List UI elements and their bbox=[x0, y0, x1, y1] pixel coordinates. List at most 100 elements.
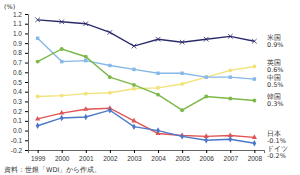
y-axis: 1.21.11.00.90.80.70.60.50.40.30.20.10.0-… bbox=[11, 11, 29, 154]
x-axis: 1999200020012002200320042005200620072008 bbox=[29, 150, 265, 162]
end-labels: 米国0.9%英国0.6%中国0.5%韓国0.3%日本-0.1%ドイツ-0.2% bbox=[267, 34, 288, 161]
x-tick-mark bbox=[86, 150, 87, 153]
series-marker bbox=[204, 137, 208, 143]
series-marker bbox=[108, 30, 113, 35]
x-tick-label: 2004 bbox=[151, 155, 166, 162]
y-tick-label: 0.2 bbox=[13, 108, 22, 115]
series-marker bbox=[60, 115, 64, 121]
series-marker bbox=[131, 118, 136, 123]
source: 資料：世銀「WDI」から作成。 bbox=[4, 166, 101, 174]
series-marker bbox=[156, 127, 160, 133]
x-tick-mark bbox=[110, 150, 111, 153]
y-tick-mark bbox=[25, 43, 28, 44]
y-tick-label: -0.2 bbox=[11, 147, 23, 154]
series-marker bbox=[36, 37, 39, 40]
y-tick: 1.1 bbox=[13, 20, 28, 27]
y-tick: 0.4 bbox=[13, 88, 28, 95]
x-tick: 2008 bbox=[248, 150, 263, 162]
series-marker bbox=[36, 122, 40, 128]
y-tick-mark bbox=[25, 53, 28, 54]
x-tick-label: 2008 bbox=[248, 155, 263, 162]
series-marker bbox=[59, 110, 64, 115]
series-label: 韓国0.3% bbox=[267, 93, 284, 109]
series-marker bbox=[132, 123, 136, 129]
series-end-value: 0.9% bbox=[267, 41, 284, 49]
series-marker bbox=[60, 60, 63, 63]
series-marker bbox=[84, 92, 88, 96]
y-tick-mark bbox=[25, 33, 28, 34]
series-line bbox=[38, 110, 255, 143]
series-marker bbox=[132, 44, 137, 49]
x-tick-label: 2002 bbox=[103, 155, 118, 162]
y-tick-label: 0.1 bbox=[13, 117, 22, 124]
series-marker bbox=[229, 75, 232, 78]
x-tick-mark bbox=[38, 150, 39, 153]
series-marker bbox=[228, 136, 232, 142]
series-marker bbox=[252, 65, 256, 69]
x-tick-mark bbox=[182, 150, 183, 153]
series-marker bbox=[156, 86, 160, 90]
series-marker bbox=[108, 75, 112, 79]
x-tick-mark bbox=[134, 150, 135, 153]
y-tick-label: 0.5 bbox=[13, 79, 22, 86]
series-marker bbox=[252, 99, 256, 103]
series-marker bbox=[84, 55, 88, 59]
y-tick-label: 1.1 bbox=[13, 20, 22, 27]
series-marker bbox=[108, 91, 112, 95]
chart: 1.21.11.00.90.80.70.60.50.40.30.20.10.0-… bbox=[0, 0, 300, 175]
series-marker bbox=[180, 133, 184, 139]
y-tick-mark bbox=[25, 92, 28, 93]
series-marker bbox=[35, 17, 40, 22]
series-marker bbox=[228, 68, 232, 72]
y-tick: -0.2 bbox=[11, 147, 28, 154]
y-tick-mark bbox=[25, 140, 28, 141]
x-tick: 2006 bbox=[199, 150, 214, 162]
series-end-value: -0.2% bbox=[267, 152, 286, 160]
y-axis-title: (%) bbox=[4, 3, 15, 11]
x-tick-label: 2006 bbox=[199, 155, 214, 162]
y-tick: 0.5 bbox=[13, 79, 28, 86]
series-label: 英国0.6% bbox=[267, 59, 284, 74]
y-tick: 1.0 bbox=[13, 30, 28, 37]
series-label: 米国0.9% bbox=[267, 34, 284, 50]
y-tick-mark bbox=[25, 150, 28, 151]
y-tick: 0.7 bbox=[13, 59, 28, 66]
y-tick: 1.2 bbox=[13, 11, 28, 18]
x-tick-mark bbox=[62, 150, 63, 153]
series-group bbox=[35, 17, 257, 146]
series-line bbox=[38, 38, 255, 79]
series-marker bbox=[253, 140, 257, 146]
series-marker bbox=[252, 134, 257, 139]
x-tick-label: 2005 bbox=[175, 155, 190, 162]
x-tick-label: 2007 bbox=[224, 155, 239, 162]
y-tick-label: 0.6 bbox=[13, 69, 22, 76]
series-marker bbox=[204, 75, 208, 79]
series-marker bbox=[156, 37, 161, 42]
x-tick: 2002 bbox=[103, 150, 118, 162]
series-marker bbox=[252, 39, 257, 44]
series-marker bbox=[253, 77, 256, 80]
y-tick: 0.9 bbox=[13, 40, 28, 47]
series-marker bbox=[60, 47, 64, 51]
x-tick-label: 2003 bbox=[127, 155, 142, 162]
series-marker bbox=[36, 95, 40, 99]
x-tick-label: 1999 bbox=[31, 155, 46, 162]
series-marker bbox=[132, 87, 136, 91]
y-tick-label: 0.3 bbox=[13, 98, 22, 105]
series-marker bbox=[132, 83, 136, 87]
y-tick-label: 0.4 bbox=[13, 88, 22, 95]
series-marker bbox=[228, 34, 233, 39]
y-tick-mark bbox=[25, 14, 28, 15]
x-tick: 2004 bbox=[151, 150, 166, 162]
y-tick-label: 1.0 bbox=[13, 30, 22, 37]
series-label: 日本-0.1% bbox=[267, 130, 286, 146]
y-tick-label: 0.0 bbox=[13, 127, 22, 134]
series-label: 中国0.5% bbox=[267, 74, 284, 90]
x-tick-label: 2001 bbox=[79, 155, 94, 162]
y-tick-mark bbox=[25, 131, 28, 132]
y-tick: 0.2 bbox=[13, 108, 28, 115]
series-end-value: 0.5% bbox=[267, 81, 284, 89]
series-marker bbox=[132, 68, 135, 71]
x-tick: 1999 bbox=[31, 150, 46, 162]
y-tick-mark bbox=[25, 111, 28, 112]
